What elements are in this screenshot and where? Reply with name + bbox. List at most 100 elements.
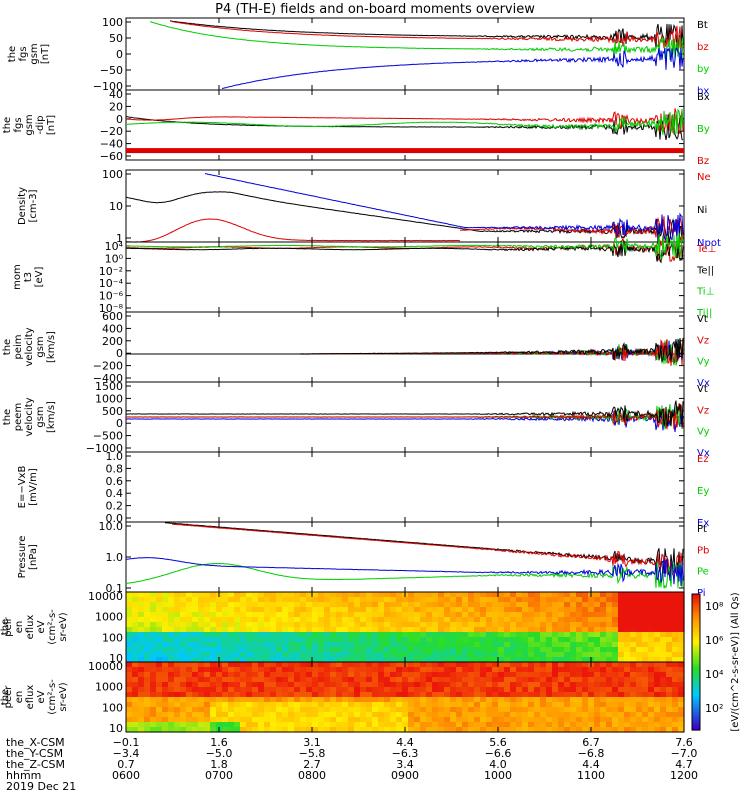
- spectrogram-cell: [276, 722, 283, 728]
- spectrogram-cell: [390, 607, 397, 613]
- spectrogram-cell: [666, 667, 673, 673]
- spectrogram-cell: [564, 722, 571, 728]
- spectrogram-cell: [630, 712, 637, 718]
- orbit-value: 3.1: [303, 736, 321, 749]
- spectrogram-cell: [174, 642, 181, 648]
- spectrogram-cell: [360, 687, 367, 693]
- spectrogram-cell: [192, 722, 199, 728]
- colorbar-swatch: [692, 698, 700, 702]
- series-bt: [169, 20, 684, 51]
- spectrogram-cell: [510, 647, 517, 653]
- spectrogram-cell: [180, 662, 187, 668]
- spectrogram-cell: [246, 687, 253, 693]
- spectrogram-cell: [198, 597, 205, 603]
- spectrogram-cell: [516, 717, 523, 723]
- spectrogram-cell: [168, 652, 175, 658]
- spectrogram-cell: [354, 647, 361, 653]
- spectrogram-cell: [186, 682, 193, 688]
- spectrogram-cell: [300, 657, 307, 663]
- y-axis-label-line: eV: [36, 620, 47, 633]
- spectrogram-cell: [564, 682, 571, 688]
- spectrogram-cell: [294, 637, 301, 643]
- spectrogram-cell: [486, 707, 493, 713]
- spectrogram-cell: [492, 722, 499, 728]
- spectrogram-cell: [270, 617, 277, 623]
- colorbar-swatch: [692, 662, 700, 665]
- spectrogram-cell: [360, 667, 367, 673]
- colorbar-swatch: [692, 650, 700, 654]
- spectrogram-cell: [672, 682, 679, 688]
- spectrogram-cell: [642, 627, 649, 633]
- spectrogram-cell: [426, 717, 433, 723]
- spectrogram-cell: [498, 722, 505, 728]
- legend-entry: Ey: [697, 486, 709, 497]
- colorbar-swatch: [692, 709, 700, 713]
- spectrogram-cell: [456, 712, 463, 718]
- spectrogram-cell: [540, 687, 547, 693]
- spectrogram-cell: [582, 662, 589, 668]
- spectrogram-cell: [564, 677, 571, 683]
- y-tick-label: −200: [93, 360, 123, 373]
- spectrogram-cell: [378, 592, 385, 598]
- series-bz: [171, 21, 684, 52]
- spectrogram-cell: [348, 602, 355, 608]
- spectrogram-cell: [462, 662, 469, 668]
- spectrogram-cell: [498, 637, 505, 643]
- colorbar-swatch: [692, 659, 700, 663]
- spectrogram-cell: [624, 597, 631, 603]
- spectrogram-cell: [144, 602, 151, 608]
- spectrogram-cell: [384, 632, 391, 638]
- spectrogram-cell: [504, 722, 511, 728]
- spectrogram-cell: [420, 702, 427, 708]
- spectrogram-cell: [318, 712, 325, 718]
- spectrogram-cell: [312, 617, 319, 623]
- spectrogram-cell: [558, 597, 565, 603]
- legend-entry: Ti⊥: [696, 287, 714, 298]
- orbit-value: 0800: [298, 769, 326, 782]
- spectrogram-cell: [342, 667, 349, 673]
- spectrogram-cell: [342, 637, 349, 643]
- spectrogram-cell: [462, 727, 469, 733]
- spectrogram-cell: [246, 672, 253, 678]
- spectrogram-cell: [660, 607, 667, 613]
- spectrogram-cell: [162, 682, 169, 688]
- spectrogram-cell: [402, 622, 409, 628]
- spectrogram-cell: [174, 702, 181, 708]
- spectrogram-cell: [426, 617, 433, 623]
- spectrogram-cell: [312, 687, 319, 693]
- spectrogram-cell: [396, 612, 403, 618]
- spectrogram-cell: [468, 597, 475, 603]
- y-axis-label-line: fgs: [18, 46, 29, 61]
- spectrogram-cell: [654, 702, 661, 708]
- spectrogram-cell: [126, 627, 133, 633]
- spectrogram-cell: [174, 597, 181, 603]
- spectrogram-cell: [558, 637, 565, 643]
- spectrogram-cell: [348, 692, 355, 698]
- spectrogram-cell: [666, 677, 673, 683]
- spectrogram-cell: [210, 652, 217, 658]
- spectrogram-cell: [258, 607, 265, 613]
- legend-entry: Vx: [697, 448, 710, 459]
- spectrogram-cell: [300, 677, 307, 683]
- spectrogram-cell: [642, 612, 649, 618]
- spectrogram-cell: [480, 642, 487, 648]
- spectrogram-cell: [234, 677, 241, 683]
- spectrogram-cell: [354, 712, 361, 718]
- spectrogram-cell: [384, 662, 391, 668]
- orbit-value: 4.0: [489, 758, 507, 771]
- spectrogram-cell: [474, 697, 481, 703]
- spectrogram-cell: [150, 627, 157, 633]
- colorbar-swatch: [692, 677, 700, 681]
- spectrogram-cell: [168, 707, 175, 713]
- spectrogram-cell: [264, 707, 271, 713]
- spectrogram-cell: [168, 607, 175, 613]
- spectrogram-cell: [504, 657, 511, 663]
- spectrogram-cell: [672, 692, 679, 698]
- spectrogram-cell: [282, 652, 289, 658]
- spectrogram-cell: [552, 602, 559, 608]
- spectrogram-cell: [150, 687, 157, 693]
- spectrogram-cell: [546, 672, 553, 678]
- spectrogram-cell: [672, 642, 679, 648]
- legend-entry: Npot: [697, 238, 721, 249]
- spectrogram-cell: [216, 597, 223, 603]
